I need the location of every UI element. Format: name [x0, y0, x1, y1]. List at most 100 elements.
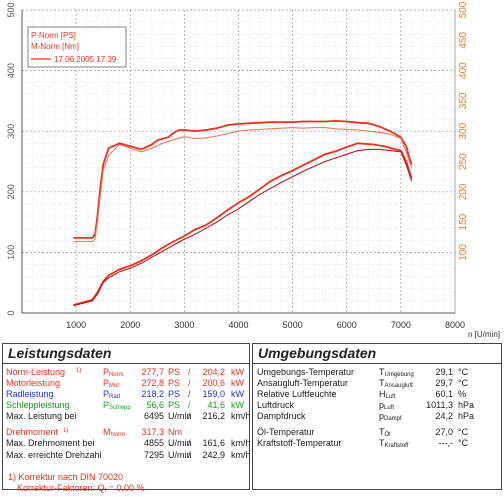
umgebung-value: 29,7 [435, 378, 453, 388]
umgebung-symbol: TUmgebung [379, 367, 414, 378]
leistung-unit-2: kW [231, 378, 244, 388]
leistung-row: Drehmoment 1) MNorm 317,3 Nm [3, 427, 249, 438]
umgebung-row: Ansaugluft-Temperatur TAnsaugluft 29,7 °C [253, 378, 501, 389]
leistung-row: Motorleistung PMot 272,8 PS / 200,6 kW [3, 378, 249, 389]
series-line-4 [73, 148, 413, 307]
leistung-row: Max. erreichte Drehzahl 7295 U/min/ 242,9 km… [3, 450, 251, 461]
footnote-din: 1) Korrektur nach DIN 70020 [3, 472, 249, 483]
leistung-unit-1: PS [168, 378, 181, 388]
umgebung-label: Dampfdruck [257, 411, 306, 421]
leistung-label: Max. erreichte Drehzahl [6, 450, 102, 460]
leistung-row: Max. Drehmoment bei 4855 U/min/ 161,6 km/h [3, 438, 251, 449]
y-tick-label-left: 300 [6, 124, 16, 139]
umgebung-row: Umgebungs-Temperatur TUmgebung 29,1 °C [253, 367, 501, 378]
umgebungsdaten-panel: Umgebungsdaten Umgebungs-Temperatur TUmge… [252, 343, 502, 490]
leistung-unit-2: kW [231, 389, 244, 399]
footnote-din-text: 1) Korrektur nach DIN 70020 [8, 472, 124, 482]
x-tick-label: 1000 [66, 320, 86, 330]
umgebung-unit: % [458, 389, 467, 399]
umgebung-unit: °C [458, 378, 469, 388]
footnote-faktor-text: Korrektur-Faktoren: Qf = 0,00 % [17, 483, 145, 494]
leistung-value-2: 200,6 [202, 378, 225, 388]
leistung-value-2: 159,0 [202, 389, 225, 399]
y-tick-label-left: 100 [6, 245, 16, 260]
umgebung-symbol: HLuft [379, 389, 396, 400]
leistung-value-1: 317,3 [141, 427, 164, 437]
y-tick-label-right: 150 [458, 213, 469, 230]
umgebungsdaten-title: Umgebungsdaten [253, 344, 501, 364]
leistung-unit-1: PS [168, 367, 181, 377]
umgebung-unit: °C [458, 438, 469, 448]
legend-box [27, 26, 127, 68]
leistung-value-1: 6495 [143, 411, 164, 421]
leistung-unit-2: km/h [231, 411, 251, 421]
leistungsdaten-panel: Leistungsdaten Norm-Leistung 1) PNorm 277,7… [2, 343, 251, 494]
leistung-unit-2: km/h [231, 450, 251, 460]
leistung-row: Norm-Leistung 1) PNorm 277,7 PS / 204,2 kW [3, 367, 249, 378]
leistung-row: Max. Leistung bei 6495 U/min/ 216,2 km/h [3, 411, 251, 422]
umgebung-row: Luftdruck pLuft 1011,3 hPa [253, 400, 501, 411]
y-tick-label-right: 500 [458, 1, 469, 18]
y-tick-label-right: 350 [458, 92, 469, 109]
umgebung-label: Ansaugluft-Temperatur [257, 378, 349, 388]
leistung-separator: / [188, 389, 191, 399]
leistung-separator: / [188, 411, 191, 421]
umgebung-value: 60,1 [435, 389, 453, 399]
series-line-3 [73, 142, 413, 306]
leistung-value-2: 204,2 [202, 367, 225, 377]
leistung-label: Max. Leistung bei [6, 411, 77, 421]
y-tick-label-right: 250 [458, 153, 469, 170]
dyno-chart: 0 100 200 300 400 500 100 150 200 250 300 350 400 450… [6, 1, 500, 339]
umgebung-row: Kraftstoff-Temperatur TKraftstoff ---,- °C [253, 438, 501, 449]
umgebung-value: 1011,3 [426, 400, 453, 410]
umgebung-symbol: TÖl [379, 427, 391, 438]
y-tick-label-left: 400 [6, 63, 16, 78]
x-tick-label: 6000 [337, 320, 357, 330]
leistung-value-1: 218,2 [141, 389, 164, 399]
x-tick-label: 4000 [228, 320, 248, 330]
leistung-unit-1: PS [168, 400, 181, 410]
leistung-separator: / [188, 367, 191, 377]
leistung-symbol: PSchlepp [103, 400, 131, 411]
leistung-value-2: 161,6 [202, 438, 225, 448]
umgebung-label: Luftdruck [257, 400, 295, 410]
umgebung-unit: °C [458, 427, 469, 437]
umgebung-symbol: TAnsaugluft [379, 378, 413, 389]
umgebung-row: Relative Luftfeuchte HLuft 60,1% [253, 389, 501, 400]
umgebung-label: Umgebungs-Temperatur [257, 367, 355, 377]
leistung-separator: / [188, 450, 191, 460]
leistung-unit-1: U/min [168, 438, 192, 448]
y-tick-label-right: 100 [458, 244, 469, 261]
leistung-unit-2: kW [231, 400, 244, 410]
leistung-unit-2: km/h [231, 438, 251, 448]
y-tick-label-left: 200 [6, 184, 16, 199]
legend-label-date: 17.06.2005 17:39 [54, 55, 117, 64]
leistung-value-1: 272,8 [141, 378, 164, 388]
umgebung-symbol: pDampf [379, 411, 402, 422]
x-tick-label: 5000 [283, 320, 303, 330]
umgebung-value: ---,- [438, 438, 454, 448]
umgebung-value: 27,0 [435, 427, 453, 437]
leistung-value-2: 41,6 [207, 400, 225, 410]
umgebung-label: Relative Luftfeuchte [257, 389, 337, 399]
leistung-unit-1: U/min [168, 450, 192, 460]
leistung-unit-1: Nm [168, 427, 182, 437]
x-axis-label: n [U/min] [468, 330, 500, 339]
leistung-value-1: 56,6 [146, 400, 164, 410]
y-tick-label-left: 0 [6, 310, 16, 315]
leistung-label: Schleppleistung [6, 400, 70, 410]
umgebung-unit: hPa [458, 411, 475, 421]
leistung-label: Norm-Leistung [6, 367, 66, 377]
umgebung-symbol: pLuft [379, 400, 395, 411]
leistung-separator: / [188, 438, 191, 448]
leistung-value-1: 7295 [143, 450, 164, 460]
series-line-1 [73, 120, 413, 239]
umgebung-row: Dampfdruck pDampf 24,2 hPa [253, 411, 501, 422]
x-tick-label: 7000 [391, 320, 411, 330]
leistung-label: Motorleistung [6, 378, 61, 388]
legend-label-pnorm: P-Norm [PS] [31, 31, 76, 40]
footnote-faktor: Korrektur-Faktoren: Qf = 0,00 % [3, 483, 249, 494]
footnote-marker: 1) [63, 428, 69, 434]
leistung-separator: / [188, 400, 191, 410]
leistung-label: Drehmoment [6, 427, 59, 437]
